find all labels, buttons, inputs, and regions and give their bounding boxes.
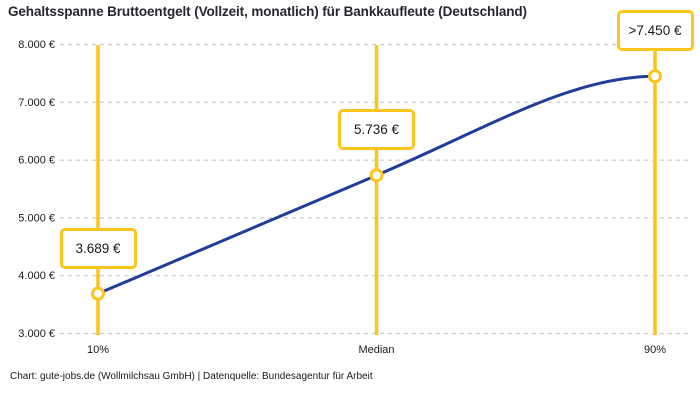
y-axis-label: 5.000 € bbox=[18, 212, 55, 224]
y-axis-label: 3.000 € bbox=[18, 328, 55, 340]
y-axis-label: 7.000 € bbox=[18, 97, 55, 109]
y-axis-label: 8.000 € bbox=[18, 39, 55, 51]
x-axis-label: Median bbox=[358, 344, 394, 356]
salary-line bbox=[96, 74, 657, 296]
x-axis-label: 10% bbox=[87, 344, 109, 356]
chart-footer: Chart: gute-jobs.de (Wollmilchsau GmbH) … bbox=[10, 371, 373, 382]
chart-title: Gehaltsspanne Bruttoentgelt (Vollzeit, m… bbox=[8, 4, 527, 19]
data-point-marker bbox=[91, 286, 105, 301]
data-point-marker bbox=[648, 69, 662, 84]
x-axis-label: 90% bbox=[644, 344, 666, 356]
y-axis-label: 4.000 € bbox=[18, 270, 55, 282]
y-axis-label: 6.000 € bbox=[18, 155, 55, 167]
data-point-marker bbox=[369, 168, 384, 183]
